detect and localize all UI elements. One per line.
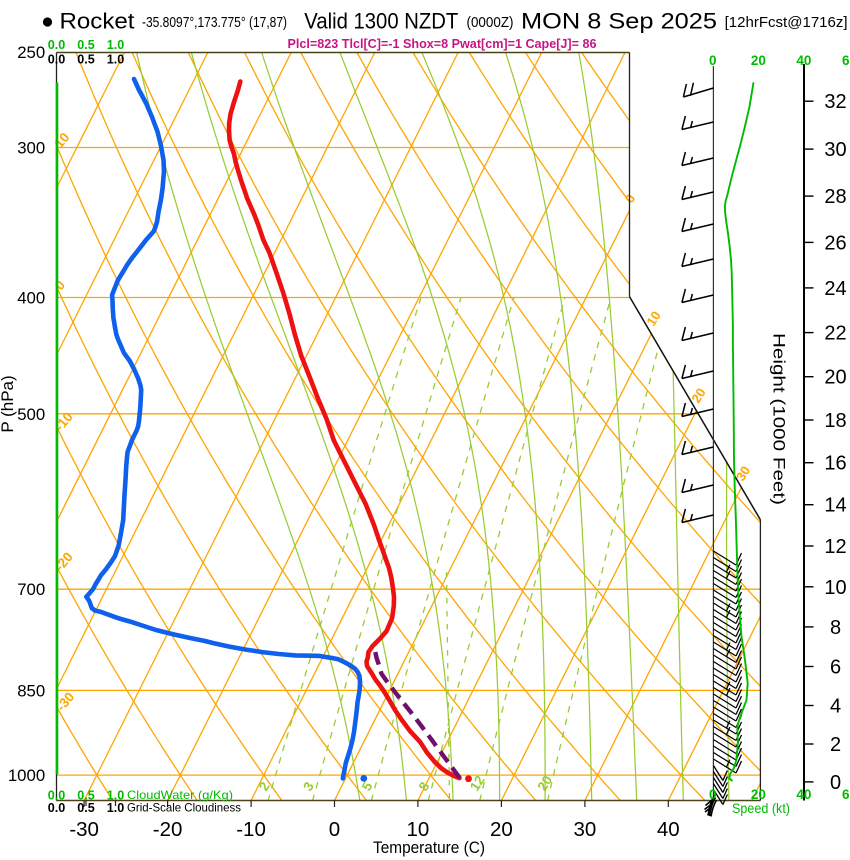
svg-text:10: 10 [407,818,430,841]
svg-text:0.0: 0.0 [48,801,66,815]
svg-text:4: 4 [830,696,841,718]
svg-text:0: 0 [329,818,340,841]
svg-text:0.5: 0.5 [77,801,95,815]
svg-text:16: 16 [824,453,846,475]
svg-text:850: 850 [17,681,45,700]
svg-text:30: 30 [824,139,846,161]
svg-text:20: 20 [824,367,846,389]
svg-text:400: 400 [17,288,45,307]
svg-text:-10: -10 [236,818,266,841]
svg-text:0.5: 0.5 [77,789,95,803]
svg-text:24: 24 [824,278,846,300]
svg-text:Plcl=823 Tlcl[C]=-1 Shox=8 Pwa: Plcl=823 Tlcl[C]=-1 Shox=8 Pwat[cm]=1 Ca… [288,37,597,51]
svg-text:12: 12 [467,773,488,794]
svg-text:28: 28 [824,186,846,208]
svg-text:0.5: 0.5 [77,53,95,67]
svg-text:300: 300 [17,139,45,158]
svg-text:18: 18 [824,410,846,432]
svg-text:1.0: 1.0 [107,801,125,815]
svg-text:[12hrFcst@1716z]: [12hrFcst@1716z] [725,14,848,31]
svg-text:20: 20 [535,773,556,794]
svg-text:20: 20 [490,818,513,841]
svg-text:0.5: 0.5 [77,38,95,52]
svg-text:30: 30 [733,463,753,483]
svg-text:40: 40 [657,818,680,841]
svg-text:Grid-Scale Cloudiness: Grid-Scale Cloudiness [127,801,241,815]
svg-text:20: 20 [751,53,766,68]
svg-text:20: 20 [751,787,766,802]
svg-text:0: 0 [830,772,841,794]
svg-text:0.0: 0.0 [48,53,66,67]
svg-text:40: 40 [796,787,811,802]
svg-text:6: 6 [830,657,841,679]
svg-text:14: 14 [824,495,846,517]
svg-text:0: 0 [709,787,717,802]
svg-text:0.0: 0.0 [48,38,66,52]
svg-text:CloudWater (g/Kg): CloudWater (g/Kg) [127,788,233,802]
svg-text:Speed (kt): Speed (kt) [732,801,790,816]
svg-text:22: 22 [824,323,846,345]
svg-text:26: 26 [824,232,846,254]
svg-text:2: 2 [830,734,841,756]
svg-text:1.0: 1.0 [107,38,125,52]
svg-text:1.0: 1.0 [107,53,125,67]
svg-text:40: 40 [796,53,811,68]
svg-text:-20: -20 [153,818,183,841]
svg-text:Temperature (C): Temperature (C) [373,838,485,857]
svg-text:MON 8 Sep 2025: MON 8 Sep 2025 [521,9,717,34]
svg-text:60: 60 [842,53,850,68]
svg-text:32: 32 [824,91,846,113]
svg-text:500: 500 [17,405,45,424]
svg-text:10: 10 [824,577,846,599]
svg-text:30: 30 [573,818,596,841]
svg-text:250: 250 [17,43,45,62]
svg-text:Valid 1300 NZDT: Valid 1300 NZDT [304,9,458,34]
svg-text:1000: 1000 [8,766,45,785]
svg-text:Height (1000 Feet): Height (1000 Feet) [770,333,789,505]
svg-text:1.0: 1.0 [107,789,125,803]
svg-text:60: 60 [842,787,850,802]
svg-text:-30: -30 [69,818,99,841]
svg-text:-35.8097°,173.775° (17,87): -35.8097°,173.775° (17,87) [142,14,287,31]
svg-text:10: 10 [643,308,663,328]
svg-text:Rocket: Rocket [60,9,135,34]
svg-text:8: 8 [830,617,841,639]
svg-text:P (hPa): P (hPa) [0,375,17,432]
svg-text:0: 0 [709,53,717,68]
svg-text:0.0: 0.0 [48,789,66,803]
svg-text:700: 700 [17,580,45,599]
svg-text:12: 12 [824,536,846,558]
svg-text:(0000Z): (0000Z) [467,14,514,31]
svg-text:20: 20 [688,385,708,405]
